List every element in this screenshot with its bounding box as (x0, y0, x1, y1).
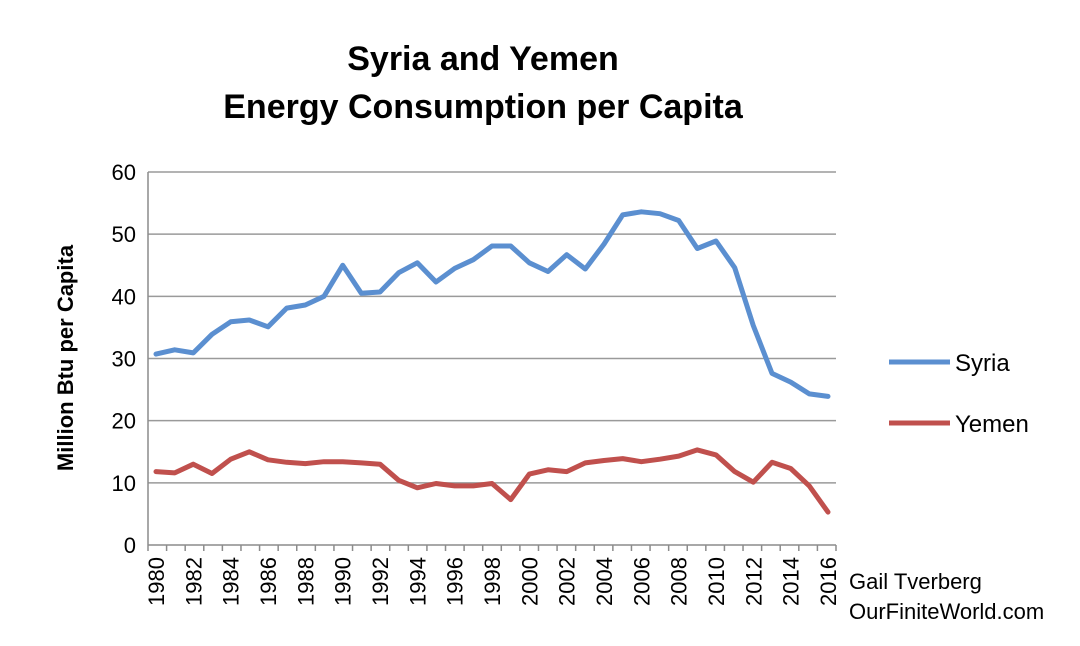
y-axis-ticks: 0 10 20 30 40 50 60 (112, 160, 136, 558)
credit-line-1: Gail Tverberg (849, 569, 982, 594)
chart-title-line-1: Syria and Yemen (347, 40, 619, 78)
x-axis: 1980 1982 1984 1986 1988 1990 1992 1994 1996 1998… (144, 172, 841, 606)
chart-title-line-2: Energy Consumption per Capita (223, 88, 744, 126)
x-tick-label: 1988 (293, 557, 318, 606)
x-tick-label: 2006 (629, 557, 654, 606)
y-tick-label: 20 (112, 409, 136, 434)
credit-line-2: OurFiniteWorld.com (849, 599, 1044, 624)
y-tick-label: 50 (112, 222, 136, 247)
x-tick-label: 2000 (517, 557, 542, 606)
y-tick-label: 60 (112, 160, 136, 185)
series-line-syria (153, 209, 831, 399)
legend: Syria Yemen (889, 350, 1029, 438)
y-tick-label: 40 (112, 284, 136, 309)
x-tick-label: 1992 (368, 557, 393, 606)
x-tick-label: 1982 (181, 557, 206, 606)
y-tick-label: 10 (112, 471, 136, 496)
series-lines (153, 209, 831, 515)
x-tick-label: 2004 (592, 557, 617, 606)
y-tick-label: 30 (112, 347, 136, 372)
x-tick-label: 1998 (480, 557, 505, 606)
series-line-yemen (153, 447, 831, 515)
x-tick-label: 2010 (704, 557, 729, 606)
x-tick-label: 2008 (667, 557, 692, 606)
y-tick-label: 0 (124, 533, 136, 558)
y-axis-label: Million Btu per Capita (53, 244, 78, 471)
gridlines (148, 171, 836, 484)
x-tick-label: 1984 (219, 557, 244, 606)
x-tick-label: 2012 (741, 557, 766, 606)
x-tick-label: 1990 (331, 557, 356, 606)
x-tick-label: 2002 (555, 557, 580, 606)
legend-label-yemen: Yemen (955, 411, 1029, 438)
x-tick-label: 1996 (443, 557, 468, 606)
x-tick-label: 2016 (816, 557, 841, 606)
legend-label-syria: Syria (955, 350, 1010, 377)
x-tick-label: 1986 (256, 557, 281, 606)
x-tick-label: 1980 (144, 557, 169, 606)
x-tick-label: 1994 (405, 557, 430, 606)
x-tick-label: 2014 (779, 557, 804, 606)
